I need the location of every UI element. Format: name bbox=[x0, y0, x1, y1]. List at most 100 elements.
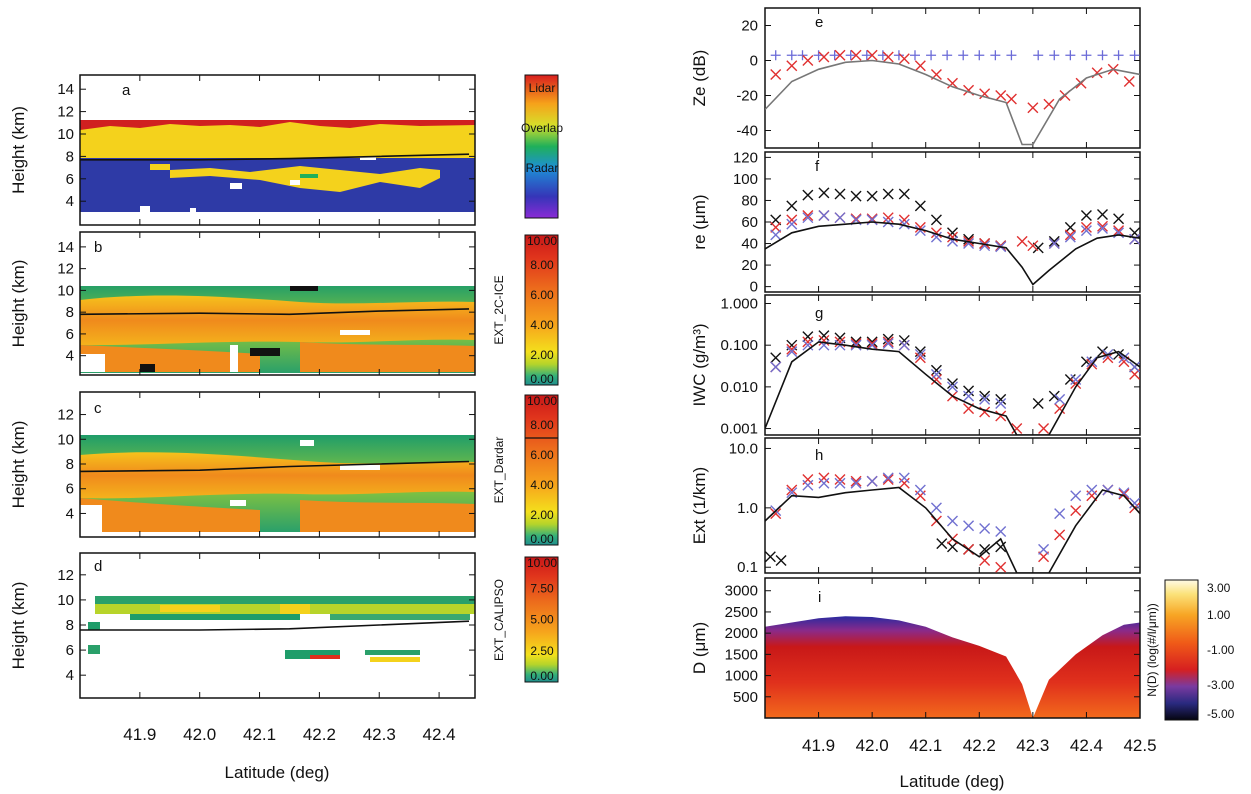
panel-f-x-marker bbox=[1080, 225, 1092, 237]
colorbar-b-tick-label: 10.00 bbox=[527, 234, 557, 248]
left-x-tick-label: 42.1 bbox=[243, 725, 276, 744]
panel-f-ytick-label: 100 bbox=[733, 171, 758, 188]
colorbar-b-tick-label: 8.00 bbox=[530, 258, 554, 272]
colorbar-i-tick-label: -3.00 bbox=[1207, 678, 1235, 692]
panel-f-x-marker bbox=[802, 212, 814, 224]
panel-h-x-marker bbox=[1129, 497, 1140, 509]
panel-i-frame bbox=[764, 577, 1141, 719]
panel-label-h: h bbox=[815, 447, 823, 464]
panel-e-ytick-label: 0 bbox=[750, 53, 758, 70]
panel-b-ytick-label: 10 bbox=[57, 282, 74, 299]
panel-f bbox=[764, 151, 1141, 293]
panel-f-x-marker bbox=[1064, 229, 1076, 241]
panel-g-x-marker bbox=[1118, 352, 1130, 364]
panel-e-plus-marker bbox=[1006, 50, 1017, 61]
colorbar-i-tick-label: 1.00 bbox=[1207, 608, 1231, 622]
panel-d-ytick-label: 8 bbox=[66, 617, 74, 634]
panel-f-x-marker bbox=[866, 214, 878, 226]
panel-e-plus-marker bbox=[893, 50, 904, 61]
panel-e-x-marker bbox=[802, 55, 814, 66]
panel-e-plus-marker bbox=[958, 50, 969, 61]
panel-h-x-marker bbox=[914, 484, 926, 496]
panel-f-x-marker bbox=[818, 187, 830, 199]
panel-g-x-marker bbox=[930, 368, 942, 380]
colorbar-b: EXT_2C-ICE bbox=[492, 234, 559, 386]
panel-g-series-group bbox=[765, 330, 1140, 435]
panel-e-plus-marker bbox=[974, 50, 985, 61]
panel-b-frame bbox=[79, 231, 476, 376]
colorbar-i-tick-label: 3.00 bbox=[1207, 581, 1231, 595]
panel-g-x-marker bbox=[786, 346, 798, 358]
panel-e-plus-marker bbox=[990, 50, 1001, 61]
panel-f-ytick-label: 20 bbox=[741, 257, 758, 274]
panel-g-x-marker bbox=[802, 336, 814, 348]
panel-f-x-marker bbox=[1113, 213, 1125, 225]
colorbar-d-tick-label: 2.50 bbox=[530, 644, 554, 658]
panel-g-x-marker bbox=[1080, 356, 1092, 368]
panel-f-y-axis-title: re (μm) bbox=[690, 194, 709, 249]
panel-f-x-marker bbox=[1048, 235, 1060, 247]
panel-b-ytick-label: 6 bbox=[66, 326, 74, 343]
panel-g-x-marker bbox=[1086, 356, 1098, 368]
panel-e-plus-marker bbox=[845, 50, 856, 61]
panel-e-plus-marker bbox=[926, 50, 937, 61]
panel-h-ytick-label: 0.1 bbox=[737, 559, 758, 576]
panel-h-y-axis-title: Ext (1/km) bbox=[690, 467, 709, 544]
panel-e-x-marker bbox=[1005, 93, 1017, 105]
panel-g-x-marker bbox=[930, 364, 942, 376]
panel-h-x-marker bbox=[930, 502, 942, 514]
panel-d-field bbox=[88, 596, 475, 662]
right-x-axis-title: Latitude (deg) bbox=[900, 772, 1005, 791]
panel-f-x-marker bbox=[1080, 210, 1092, 222]
panel-h-x-marker bbox=[1054, 529, 1066, 541]
panel-b-ytick-label: 12 bbox=[57, 261, 74, 278]
colorbar-d-tick-label: 10.00 bbox=[527, 556, 557, 570]
panel-g-x-marker bbox=[979, 390, 991, 402]
panel-f-x-marker bbox=[786, 214, 798, 226]
panel-d-tropopause-line bbox=[80, 620, 470, 631]
panel-h-x-marker bbox=[834, 477, 846, 489]
panel-a-ytick-label: 4 bbox=[66, 193, 74, 210]
colorbar-i: N(D) (log(#/l/μm)) bbox=[1145, 579, 1199, 721]
panel-f-x-marker bbox=[963, 238, 975, 250]
panel-e-plus-marker bbox=[1129, 50, 1140, 61]
colorbar-a-label-lidar: Lidar bbox=[529, 81, 556, 95]
panel-h-x-marker bbox=[1118, 488, 1130, 500]
panel-e-plus-marker bbox=[797, 50, 808, 61]
panel-f-x-marker bbox=[947, 227, 958, 239]
panel-h-x-marker bbox=[1054, 508, 1066, 520]
panel-g-x-marker bbox=[914, 348, 926, 360]
panel-f-ytick-label: 40 bbox=[741, 236, 758, 253]
panel-h-x-marker bbox=[834, 474, 846, 486]
colorbar-b-title: EXT_2C-ICE bbox=[492, 275, 506, 344]
panel-f-series-group bbox=[765, 187, 1140, 286]
panel-h-x-marker bbox=[898, 472, 910, 484]
panel-e-x-marker bbox=[866, 49, 878, 61]
panel-c-field bbox=[80, 435, 475, 532]
panel-g-x-marker bbox=[1054, 403, 1066, 415]
panel-label-g: g bbox=[815, 305, 823, 322]
panel-c-ytick-label: 4 bbox=[66, 505, 74, 522]
panel-e-plus-marker bbox=[1033, 50, 1044, 61]
panel-g-x-marker bbox=[963, 385, 975, 397]
panel-e-series-group bbox=[765, 49, 1140, 146]
panel-label-a: a bbox=[122, 82, 131, 99]
panel-h-x-marker bbox=[850, 477, 862, 489]
panel-f-ytick-label: 120 bbox=[733, 149, 758, 166]
panel-e-x-marker bbox=[770, 69, 782, 80]
panel-h-x-marker bbox=[979, 522, 991, 534]
panel-e-x-marker bbox=[818, 51, 830, 63]
panel-f-x-marker bbox=[1097, 220, 1108, 232]
panel-h-x-marker bbox=[995, 541, 1007, 553]
left-x-tick-label: 42.2 bbox=[303, 725, 336, 744]
right-x-tick-label: 42.1 bbox=[909, 736, 942, 755]
panel-a-ytick-label: 8 bbox=[66, 148, 74, 165]
panel-h-x-marker bbox=[1070, 490, 1082, 502]
panel-i-ytick-label: 1000 bbox=[725, 668, 758, 685]
panel-b-tropopause-line bbox=[79, 308, 470, 316]
panel-e bbox=[764, 7, 1141, 149]
panel-e-plus-marker bbox=[942, 50, 953, 61]
colorbar-d-title: EXT_CALIPSO bbox=[492, 579, 506, 661]
panel-label-c: c bbox=[94, 400, 102, 417]
panel-i bbox=[764, 577, 1141, 719]
